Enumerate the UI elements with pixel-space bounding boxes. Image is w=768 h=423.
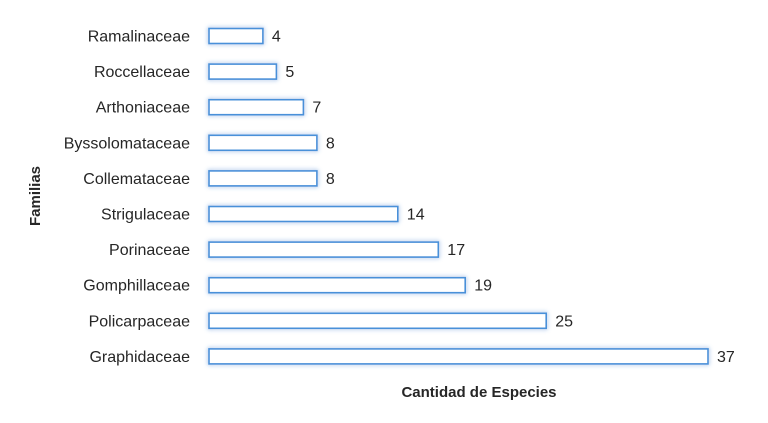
- value-label: 4: [272, 29, 281, 46]
- value-label: 37: [717, 349, 735, 366]
- value-label: 25: [555, 313, 573, 330]
- bar: [208, 205, 399, 223]
- category-label: Roccellaceae: [94, 64, 190, 81]
- category-label: Graphidaceae: [89, 349, 190, 366]
- x-axis-title: Cantidad de Especies: [401, 384, 556, 401]
- value-label: 7: [312, 100, 321, 117]
- value-label: 5: [285, 64, 294, 81]
- category-label: Strigulaceae: [101, 207, 190, 224]
- value-labels: 4 5 7 8 8 14 17 19 25 37: [272, 29, 735, 366]
- category-label: Policarpaceae: [89, 313, 191, 330]
- bar: [208, 170, 318, 187]
- value-label: 8: [326, 135, 335, 152]
- y-axis-title: Familias: [27, 166, 44, 226]
- category-labels: Ramalinaceae Roccellaceae Arthoniaceae Byss…: [64, 29, 190, 366]
- category-label: Ramalinaceae: [88, 29, 190, 46]
- bar: [208, 134, 318, 152]
- value-label: 17: [447, 242, 465, 259]
- value-label: 19: [474, 278, 492, 295]
- category-label: Arthoniaceae: [96, 100, 190, 117]
- category-label: Gomphillaceae: [83, 278, 190, 295]
- bar: [208, 276, 467, 294]
- category-label: Porinaceae: [109, 242, 190, 259]
- value-label: 8: [326, 171, 335, 188]
- category-label: Collemataceae: [83, 171, 190, 188]
- bars-group: [208, 27, 709, 365]
- bar: [208, 348, 709, 365]
- bar: [208, 63, 278, 80]
- bar: [208, 27, 264, 45]
- bar: [208, 312, 548, 330]
- bar: [208, 241, 440, 258]
- bar: [208, 98, 305, 116]
- value-label: 14: [407, 207, 425, 224]
- category-label: Byssolomataceae: [64, 135, 190, 152]
